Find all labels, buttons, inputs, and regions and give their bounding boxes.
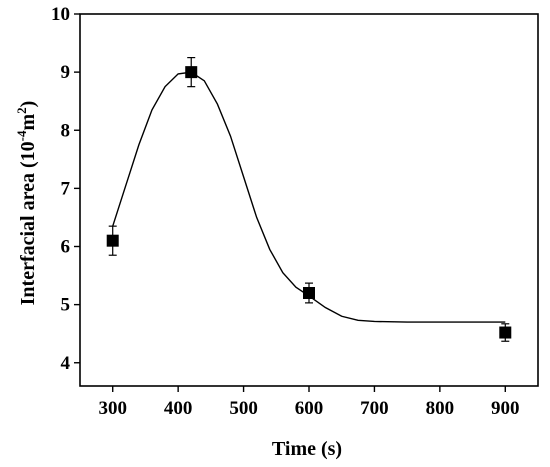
y-tick-label-2: 6 (61, 237, 71, 258)
x-axis-title: Time (s) (272, 438, 342, 460)
y-axis-title: Interfacial area (10-4m2) (14, 101, 39, 306)
fit-curve-layer (112, 71, 506, 323)
data-point-3 (499, 326, 512, 339)
x-tick-label-0: 300 (98, 398, 127, 419)
y-axis-title-unit-exponent: 2 (14, 107, 29, 114)
y-axis-title-prefix: Interfacial area (10 (17, 141, 39, 305)
data-point-2 (303, 287, 315, 299)
y-tick-label-1: 5 (61, 295, 71, 316)
y-tick-label-5: 9 (61, 62, 71, 83)
y-tick-label-6: 10 (51, 4, 70, 25)
x-tick-label-5: 800 (426, 398, 455, 419)
x-tick-label-1: 400 (164, 398, 193, 419)
x-tick-label-2: 500 (229, 398, 258, 419)
x-tick-label-4: 700 (360, 398, 389, 419)
data-points (106, 56, 512, 342)
data-point-0 (106, 234, 119, 247)
y-tick-label-3: 7 (61, 178, 71, 199)
y-axis-title-exponent: -4 (14, 130, 29, 141)
data-point-1 (185, 66, 198, 79)
y-axis-title-unit: m (17, 113, 39, 130)
y-tick-label-4: 8 (61, 120, 71, 141)
y-tick-label-0: 4 (61, 353, 71, 374)
fit-curve (112, 71, 506, 323)
x-tick-label-6: 900 (491, 398, 520, 419)
ticks: 300 400 500 600 700 800 900 4 5 6 7 8 9 10 (51, 4, 520, 419)
y-axis-title-suffix: ) (17, 101, 39, 108)
plot-frame (79, 13, 539, 387)
axes (79, 13, 539, 387)
x-tick-label-3: 600 (295, 398, 324, 419)
